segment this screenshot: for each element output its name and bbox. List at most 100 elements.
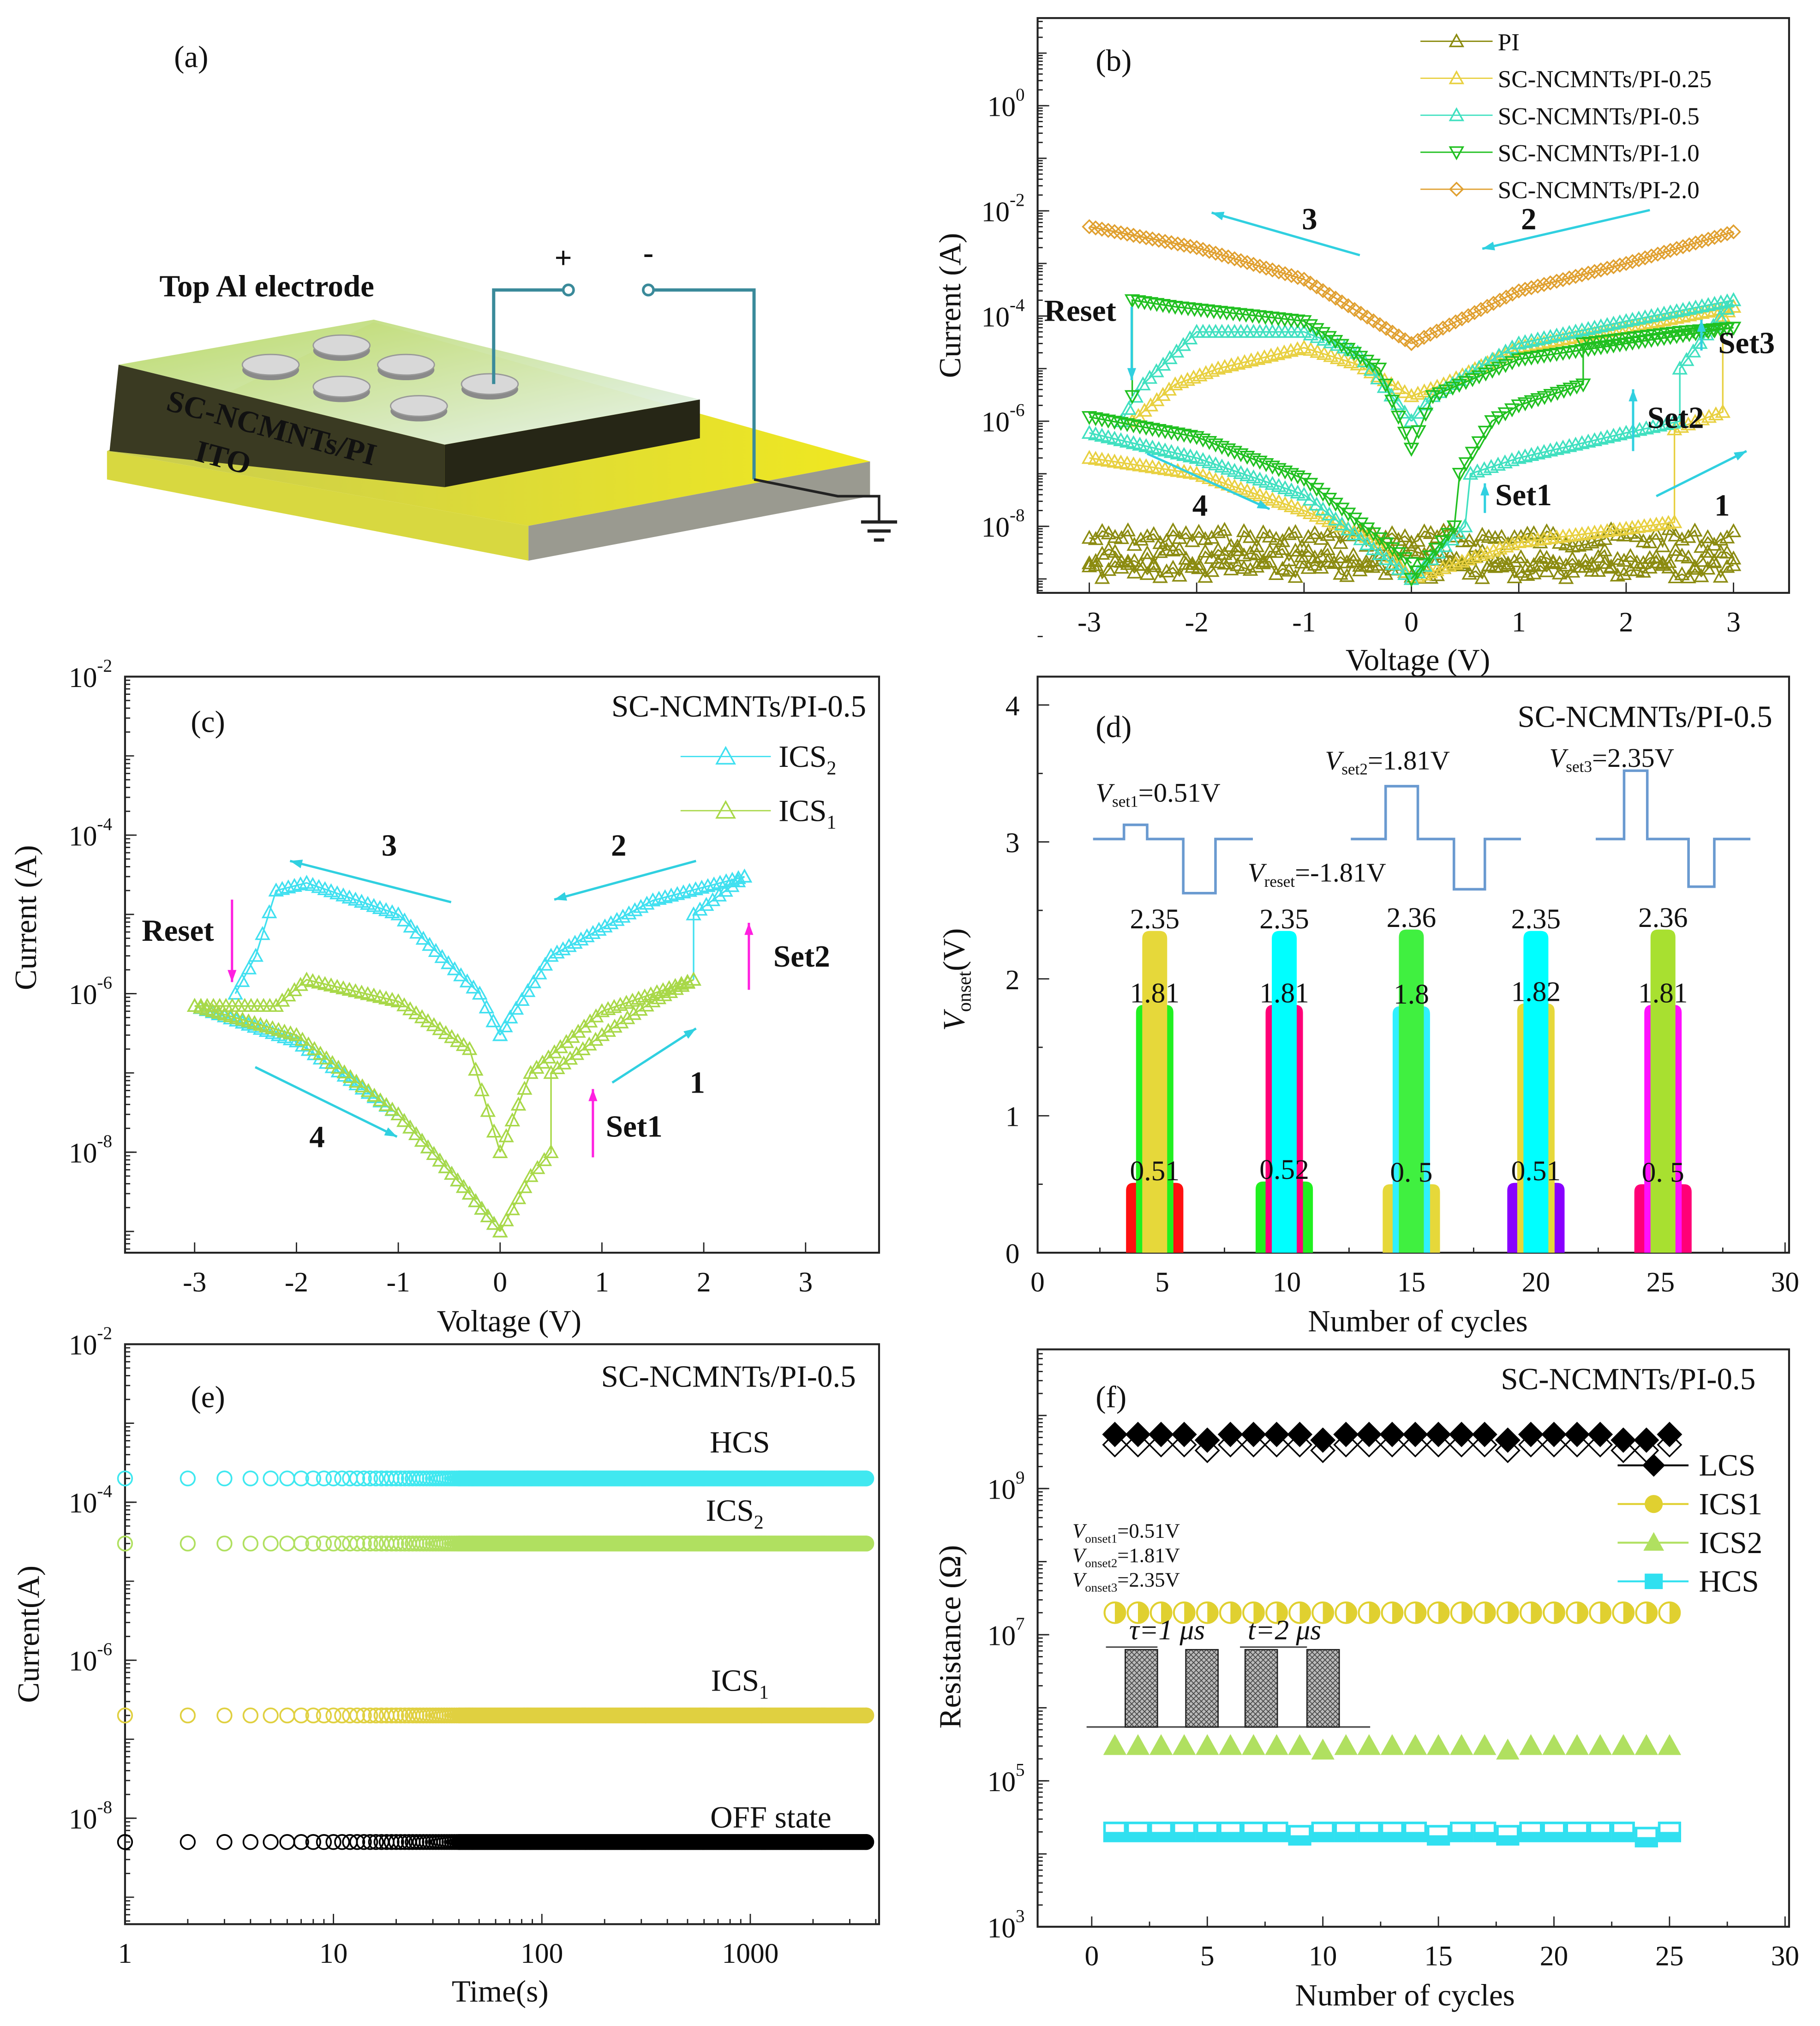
data-point: [1139, 528, 1155, 543]
data-point: [503, 1009, 518, 1024]
data-point: [1146, 556, 1161, 570]
data-point: [1366, 313, 1381, 329]
set3-arrow-head: [1697, 319, 1706, 332]
data-point: [293, 1707, 309, 1724]
data-point: [1139, 545, 1155, 559]
data-point: [1485, 543, 1502, 557]
x-tick-label: 10: [319, 1938, 347, 1969]
data-point: [368, 1834, 384, 1850]
data-point: [1577, 552, 1593, 567]
data-point: [1310, 1427, 1336, 1453]
data-point-fill: [1497, 1835, 1518, 1845]
data-point: [582, 1013, 598, 1028]
data-point: [1334, 294, 1350, 310]
data-point: [1135, 376, 1151, 391]
data-point: [1124, 390, 1140, 404]
x-tick-label: 15: [1424, 1941, 1452, 1972]
data-point: [1094, 570, 1110, 584]
data-point: [1498, 289, 1514, 305]
data-point: [1183, 239, 1198, 254]
data-point: [1195, 433, 1211, 448]
data-point: [1577, 558, 1593, 573]
data-point: [1245, 453, 1262, 467]
data-point: [1712, 568, 1729, 583]
data-point: [645, 892, 661, 907]
bar-value-label: 0. 5: [1390, 1157, 1432, 1188]
data-point: [349, 1707, 365, 1724]
data-point: [1526, 565, 1542, 580]
sweep-4-label: 4: [309, 1120, 325, 1154]
data-point: [516, 1081, 533, 1095]
data-point: [858, 1707, 874, 1724]
legend-marker: [1645, 1495, 1663, 1513]
data-point: [1448, 556, 1464, 570]
data-point: [1593, 430, 1609, 445]
data-point: [498, 1128, 514, 1142]
data-point: [1719, 544, 1735, 559]
data-point: [555, 941, 571, 956]
legend-label: LCS: [1699, 1448, 1755, 1482]
data-point: [180, 1834, 196, 1850]
data-point: [349, 1536, 365, 1552]
data-point: [510, 1096, 527, 1111]
data-point: [564, 1028, 580, 1043]
data-point: [1221, 249, 1236, 265]
data-point: [1300, 529, 1316, 543]
data-point: [325, 1536, 341, 1552]
data-point: [255, 926, 270, 940]
data-point: [1524, 280, 1539, 295]
data-point: [858, 1470, 874, 1487]
data-point: [1423, 327, 1438, 342]
series-label: OFF state: [710, 1800, 832, 1835]
data-point: [372, 900, 388, 914]
data-point: [1322, 287, 1337, 302]
data-point: [1425, 390, 1441, 404]
data-point: [1103, 1734, 1127, 1755]
x-tick-label: 0: [1404, 607, 1419, 638]
data-point: [1497, 407, 1513, 422]
data-point: [1655, 556, 1670, 571]
data-point: [317, 976, 333, 990]
data-point: [1315, 501, 1331, 516]
data-point: [1674, 547, 1690, 562]
data-point: [329, 979, 345, 993]
data-point-fill: [1335, 1832, 1357, 1841]
data-point: [1587, 264, 1602, 279]
data-point: [1491, 362, 1507, 376]
data-point: [1562, 270, 1577, 286]
data-point: [1081, 555, 1097, 569]
data-point: [492, 1223, 508, 1237]
data-point: [1545, 555, 1561, 569]
data-point: [1555, 272, 1571, 287]
data-point: [362, 1834, 378, 1850]
x-tick-label: 1000: [722, 1938, 778, 1969]
data-point: [1451, 379, 1467, 393]
data-point: [1511, 283, 1527, 299]
data-point: [1101, 222, 1116, 238]
data-point: [1302, 491, 1318, 506]
data-point: [300, 1036, 317, 1051]
data-point: [1454, 311, 1470, 327]
x-axis-label: Number of cycles: [1308, 1304, 1527, 1338]
data-point: [1242, 1734, 1265, 1755]
sweep-1-arrow: [611, 1027, 697, 1084]
data-point: [1725, 550, 1742, 565]
data-point: [1642, 534, 1658, 549]
data-point: [408, 1005, 424, 1019]
data-point: [1474, 570, 1490, 584]
data-point: [1133, 556, 1149, 571]
data-point: [1120, 556, 1136, 570]
data-point: [1271, 463, 1287, 477]
data-point: [1340, 521, 1356, 536]
data-point-fill: [1173, 1832, 1195, 1841]
data-point: [1530, 393, 1546, 407]
data-point-fill: [1461, 1602, 1472, 1623]
bar: [1399, 929, 1424, 1253]
data-point: [486, 1216, 502, 1230]
data-point: [516, 1179, 533, 1193]
data-point: [514, 992, 530, 1006]
data-point-fill: [1428, 1835, 1449, 1845]
x-tick-label: 30: [1771, 1941, 1799, 1972]
data-point: [1536, 444, 1552, 458]
